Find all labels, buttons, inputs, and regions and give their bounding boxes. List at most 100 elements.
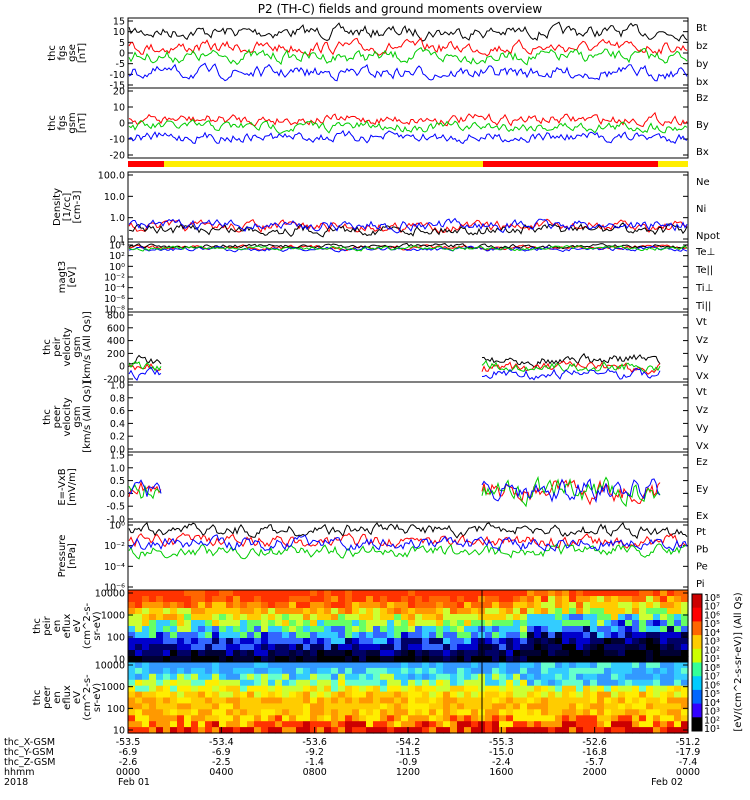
series-Vt-line: [481, 352, 661, 368]
series-Bt-line: [128, 21, 688, 42]
y-axis-label: Density [1/cc] [cm-3]: [52, 188, 83, 226]
legend-entry: By: [696, 120, 709, 131]
y-tick-label: 10⁰: [109, 262, 125, 273]
hhmm-tick: 0000: [116, 767, 140, 778]
colorbar-tick: 10³: [704, 637, 720, 648]
y-tick-label: 10: [113, 27, 125, 38]
y-axis-label: thc peer en eflux eV (cm^2-s-sr-eV): [32, 674, 103, 721]
y-tick-label: -10: [109, 135, 125, 146]
series-Bz-line: [128, 111, 688, 128]
y-tick-label: 10000: [95, 589, 125, 600]
colorbar-tick: 10¹: [704, 654, 720, 665]
y-tick-label: 10: [113, 655, 125, 666]
y-axis-label: thc fgs gsm [nT]: [47, 112, 88, 133]
x-row-label: thc_Y-GSM: [4, 747, 54, 758]
y-tick-label: 100: [107, 633, 125, 644]
y-axis-label-line: peir: [42, 615, 53, 635]
y-tick-label: -200: [103, 375, 125, 386]
y-tick-label: -0.5: [106, 502, 125, 513]
x-axis-labels: -53.5-6.9-2.60000-53.4-6.9-2.50400-53.6-…: [4, 727, 700, 788]
legend-entry: Vx: [696, 371, 709, 382]
legend-entry: Vz: [696, 405, 708, 416]
y-axis-label-line: [nT]: [77, 43, 88, 63]
colorbar-tick: 10⁸: [704, 593, 720, 604]
x-gsm-tick: -51.2: [676, 737, 701, 748]
y-tick-label: 10⁻⁸: [104, 305, 125, 316]
legend-entry: Bx: [696, 147, 709, 158]
x-gsm-tick: -55.3: [489, 737, 514, 748]
y-axis-label-line: Pressure: [57, 535, 68, 578]
y-tick-label: 1.0: [110, 463, 125, 474]
series-Vx-line: [481, 367, 661, 381]
y-axis-label: thc fgs gse [nT]: [47, 43, 88, 63]
series-Ex-line: [481, 478, 661, 504]
y-tick-label: 0.6: [110, 406, 125, 417]
y-tick-label: 0.0: [110, 489, 125, 500]
legend-entry: Pb: [696, 544, 708, 555]
series-Bx-line: [128, 129, 688, 145]
y-axis-label: thc peer velocity gsm [km/s (All Qs)]: [42, 381, 93, 453]
z-gsm-tick: -2.4: [492, 757, 511, 768]
x-gsm-tick: -52.6: [582, 737, 607, 748]
spectrogram-peer_en: [128, 662, 689, 734]
y-tick-label: 1000: [101, 611, 125, 622]
z-gsm-tick: -1.4: [305, 757, 324, 768]
date-start: Feb 01: [118, 777, 150, 788]
y-axis-label-line: gsm: [72, 406, 83, 427]
series-Vx-line: [128, 366, 162, 381]
legend: Bz By Bx: [696, 93, 709, 158]
panel-frame: [127, 171, 689, 243]
legend-entry: Vx: [696, 441, 709, 452]
series-Pi-line: [128, 534, 688, 552]
panel-frame: [127, 311, 689, 383]
colorbar-tick: 10⁴: [704, 628, 720, 639]
y-axis-label-line: (cm^2-s-: [82, 674, 93, 721]
y-tick-label: 10000: [95, 661, 125, 672]
y-gsm-tick: -16.8: [582, 747, 607, 758]
legend-entry: Ti||: [695, 301, 711, 312]
legend-entry: bx: [696, 77, 708, 88]
panel-peir_en: 10000 1000 100 10 thc peir en eflux eV (cm^2-s-sr…: [32, 589, 689, 666]
y-axis-label-line: [1/cc]: [62, 193, 73, 222]
y-gsm-tick: -11.5: [396, 747, 421, 758]
series-By-line: [128, 118, 688, 134]
y-axis-label-line: en: [52, 691, 63, 704]
y-axis-label-line: thc: [47, 45, 58, 61]
hhmm-tick: 1200: [396, 767, 420, 778]
mode-state-bar: [128, 161, 688, 167]
colorbar-tick: 10⁷: [704, 672, 720, 683]
series-Ni-line: [128, 222, 688, 238]
y-axis-label: E=-VxB [mV/m]: [57, 468, 78, 506]
series-Te||-line: [128, 242, 688, 250]
legend-entry: Ey: [696, 484, 708, 495]
panel-peer_vel: 1.00.8 0.6 0.4 0.2 0.0 thc peer velocity gsm [km/…: [42, 381, 709, 456]
y-axis-label-line: [nT]: [77, 113, 88, 133]
y-axis-label-line: [eV]: [67, 267, 78, 288]
colorbar-tick: 10⁶: [704, 610, 720, 621]
panel-density: 100.0 10.0 1.0 0.1 Density [1/cc] [cm-3] Ne Ni Np…: [52, 171, 720, 246]
y-gsm-tick: -17.9: [676, 747, 701, 758]
y-tick-label: 10⁴: [109, 241, 125, 252]
y-tick-label: 0.8: [110, 393, 125, 404]
legend-entry: Pi: [696, 579, 705, 590]
y-tick-label: 10⁻⁴: [104, 562, 125, 573]
y-axis-label-line: thc: [42, 339, 53, 355]
colorbar-tick: 10⁵: [704, 689, 720, 700]
y-axis-label-line: [km/s (All Qs)]: [82, 381, 93, 453]
legend-entry: Bz: [696, 93, 708, 104]
colorbar-tick: 10⁵: [704, 619, 720, 630]
y-gsm-tick: -6.9: [119, 747, 138, 758]
legend-entry: Ez: [696, 457, 708, 468]
y-tick-label: 10⁻⁴: [104, 283, 125, 294]
y-axis-label-line: [cm-3]: [72, 190, 83, 223]
y-axis-label-line: thc: [32, 618, 43, 634]
panel-frame: [127, 241, 689, 313]
colorbar-tick: 10⁸: [704, 663, 720, 674]
y-tick-label: 0.4: [110, 419, 125, 430]
y-axis-label-line: thc: [47, 115, 58, 131]
y-tick-label: 800: [107, 311, 125, 322]
series-bx-line: [128, 62, 688, 82]
legend: Ez Ey Ex: [696, 457, 708, 522]
